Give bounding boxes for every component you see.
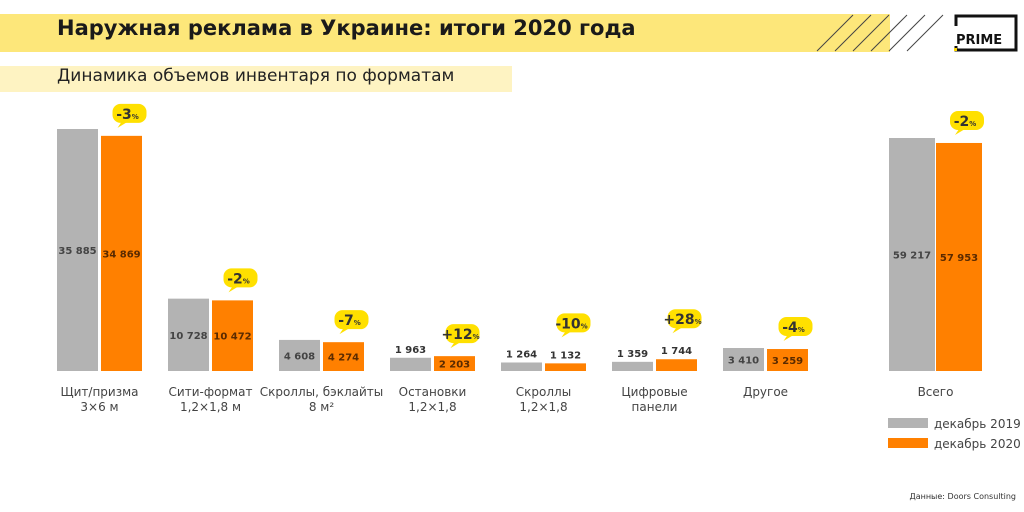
title-band [0,14,890,52]
category-label: Сити-формат [169,385,253,399]
change-badge: -10% [555,313,591,338]
legend-swatch [888,438,928,448]
change-badge: -7% [334,310,369,335]
svg-text:+12%: +12% [441,327,479,343]
value-label: 1 132 [550,350,581,361]
bar-2019 [501,362,542,371]
bar-2019 [723,348,764,371]
value-label: 35 885 [58,246,96,257]
value-label: 1 744 [661,346,692,357]
value-label: 10 472 [213,332,251,343]
category-label: Другое [743,385,788,399]
category-label: 8 м² [309,400,335,414]
change-badge: +12% [441,324,480,349]
source-note: Данные: Doors Consulting [909,492,1016,501]
value-label: 4 274 [328,353,359,364]
page-title: Наружная реклама в Украине: итоги 2020 г… [57,16,636,40]
value-label: 34 869 [102,249,140,260]
value-label: 2 203 [439,360,470,371]
category-label: 1,2×1,8 м [180,400,241,414]
decorative-stripes [816,14,944,52]
bar-2020 [936,142,982,371]
bar-2019 [390,357,431,371]
value-label: 4 608 [284,351,315,362]
legend-label: декабрь 2020 [934,437,1021,451]
value-label: 3 259 [772,356,803,367]
change-badge: -2% [223,268,258,293]
change-badge: -2% [950,110,984,135]
category-label: Скроллы, бэклайты [260,385,384,399]
category-label: 3×6 м [80,400,118,414]
bar-2020 [545,363,586,371]
bar-2020 [434,356,475,371]
bar-2020 [101,135,142,371]
bar-2019 [612,361,653,371]
value-label: 10 728 [169,331,207,342]
category-label: 1,2×1,8 [408,400,456,414]
bar-2019 [168,298,209,371]
subtitle-band [0,66,512,92]
value-label: 1 963 [395,345,426,356]
bar-2020 [656,359,697,371]
legend-swatch [888,418,928,428]
category-label: Остановки [399,385,467,399]
category-label: Щит/призма [60,385,138,399]
bar-2019 [57,129,98,371]
category-label: панели [632,400,678,414]
category-label: Цифровые [621,385,687,399]
category-label: Скроллы [516,385,571,399]
svg-text:+28%: +28% [663,312,701,328]
prime-logo: PRIME [954,14,1018,52]
bar-2019 [889,138,935,371]
svg-text:PRIME: PRIME [956,33,1002,48]
change-badge: -3% [112,103,147,128]
bar-2020 [767,349,808,371]
category-label: Всего [918,385,954,399]
legend-label: декабрь 2019 [934,417,1021,431]
bar-2020 [323,342,364,371]
value-label: 1 359 [617,349,648,360]
value-label: 1 264 [506,349,537,360]
change-badge: -4% [778,317,813,342]
svg-text:-10%: -10% [555,316,587,332]
value-label: 59 217 [893,251,931,262]
bar-2020 [212,300,253,371]
value-label: 57 953 [940,253,978,264]
chart-subtitle: Динамика объемов инвентаря по форматам [57,66,455,86]
bar-2019 [279,339,320,371]
category-label: 1,2×1,8 [519,400,567,414]
value-label: 3 410 [728,356,759,367]
change-badge: +28% [663,309,702,334]
